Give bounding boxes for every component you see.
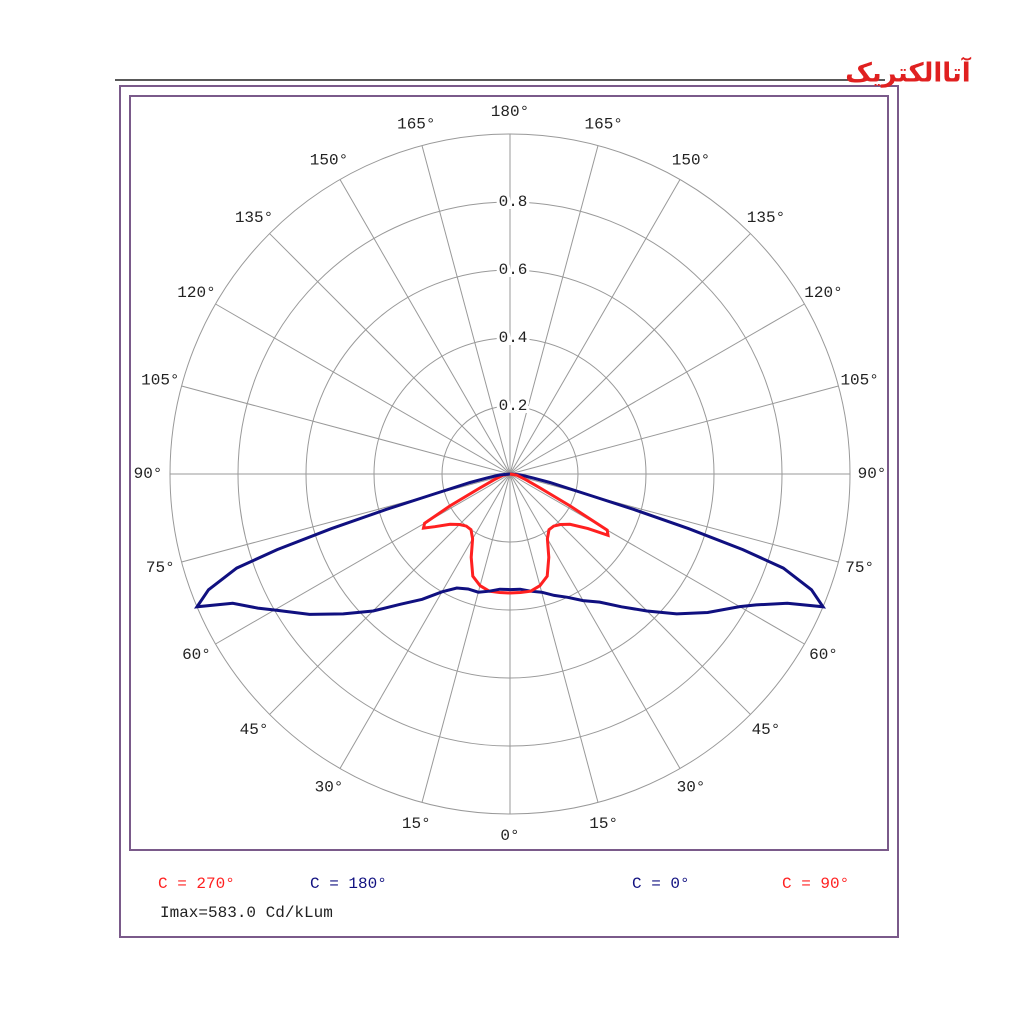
radial-grid-line [339, 473, 511, 769]
angle-tick-label: 180° [491, 103, 529, 121]
angle-tick-label: 150° [310, 152, 348, 170]
legend-entry: C = 90° [782, 875, 849, 893]
intensity-curve [421, 472, 511, 595]
radial-grid-line [509, 473, 805, 645]
radial-grid-line [421, 473, 511, 803]
angle-tick-label: 165° [397, 116, 435, 134]
radial-grid-line [509, 473, 681, 769]
intensity-curve [509, 472, 827, 616]
radial-grid-line [509, 303, 805, 475]
angle-tick-label: 45° [752, 721, 781, 739]
radial-grid-line [509, 473, 751, 715]
legend-entry: C = 180° [310, 875, 387, 893]
angle-tick-label: 90° [134, 465, 163, 483]
angle-tick-label: 165° [584, 116, 622, 134]
radial-grid-line [509, 145, 599, 475]
radial-grid-line [509, 385, 839, 475]
angle-tick-label: 105° [840, 372, 878, 390]
angle-tick-label: 105° [141, 372, 179, 390]
intensity-curve [193, 472, 511, 616]
radial-grid-line [181, 473, 511, 563]
outer-frame [119, 85, 899, 938]
radial-grid-line [215, 303, 511, 475]
angle-tick-label: 30° [677, 779, 706, 797]
radial-grid-line [339, 179, 511, 475]
angle-tick-label: 75° [146, 559, 175, 577]
angle-tick-label: 135° [235, 209, 273, 227]
angle-tick-label: 15° [402, 815, 431, 833]
angle-tick-label: 60° [182, 646, 211, 664]
legend-entry: C = 0° [632, 875, 690, 893]
intensity-curve [509, 472, 610, 595]
angle-tick-label: 135° [747, 209, 785, 227]
legend-entry: C = 270° [158, 875, 235, 893]
r-tick-label: 0.6 [499, 261, 528, 279]
r-tick-label: 0.8 [499, 193, 528, 211]
radial-grid-line [269, 233, 511, 475]
plot-frame [129, 95, 889, 851]
angle-tick-label: 120° [177, 284, 215, 302]
radial-grid-line [421, 145, 511, 475]
angle-tick-label: 45° [240, 721, 269, 739]
radial-grid-line [215, 473, 511, 645]
angle-tick-label: 30° [315, 779, 344, 797]
radial-grid-line [509, 233, 751, 475]
angle-tick-label: 120° [804, 284, 842, 302]
r-tick-label: 0.4 [499, 329, 528, 347]
angle-tick-label: 0° [500, 827, 519, 845]
radial-grid-line [509, 179, 681, 475]
radial-grid-line [269, 473, 511, 715]
radial-grid-line [509, 473, 599, 803]
angle-tick-label: 150° [672, 152, 710, 170]
r-tick-label: 0.2 [499, 397, 528, 415]
angle-tick-label: 15° [589, 815, 618, 833]
radial-grid-line [181, 385, 511, 475]
angle-tick-label: 60° [809, 646, 838, 664]
angle-tick-label: 90° [858, 465, 887, 483]
radial-grid-line [509, 473, 839, 563]
annotation: Imax=583.0 Cd/kLum [160, 904, 333, 922]
angle-tick-label: 75° [845, 559, 874, 577]
logo: آتاالکتریک [845, 57, 971, 89]
